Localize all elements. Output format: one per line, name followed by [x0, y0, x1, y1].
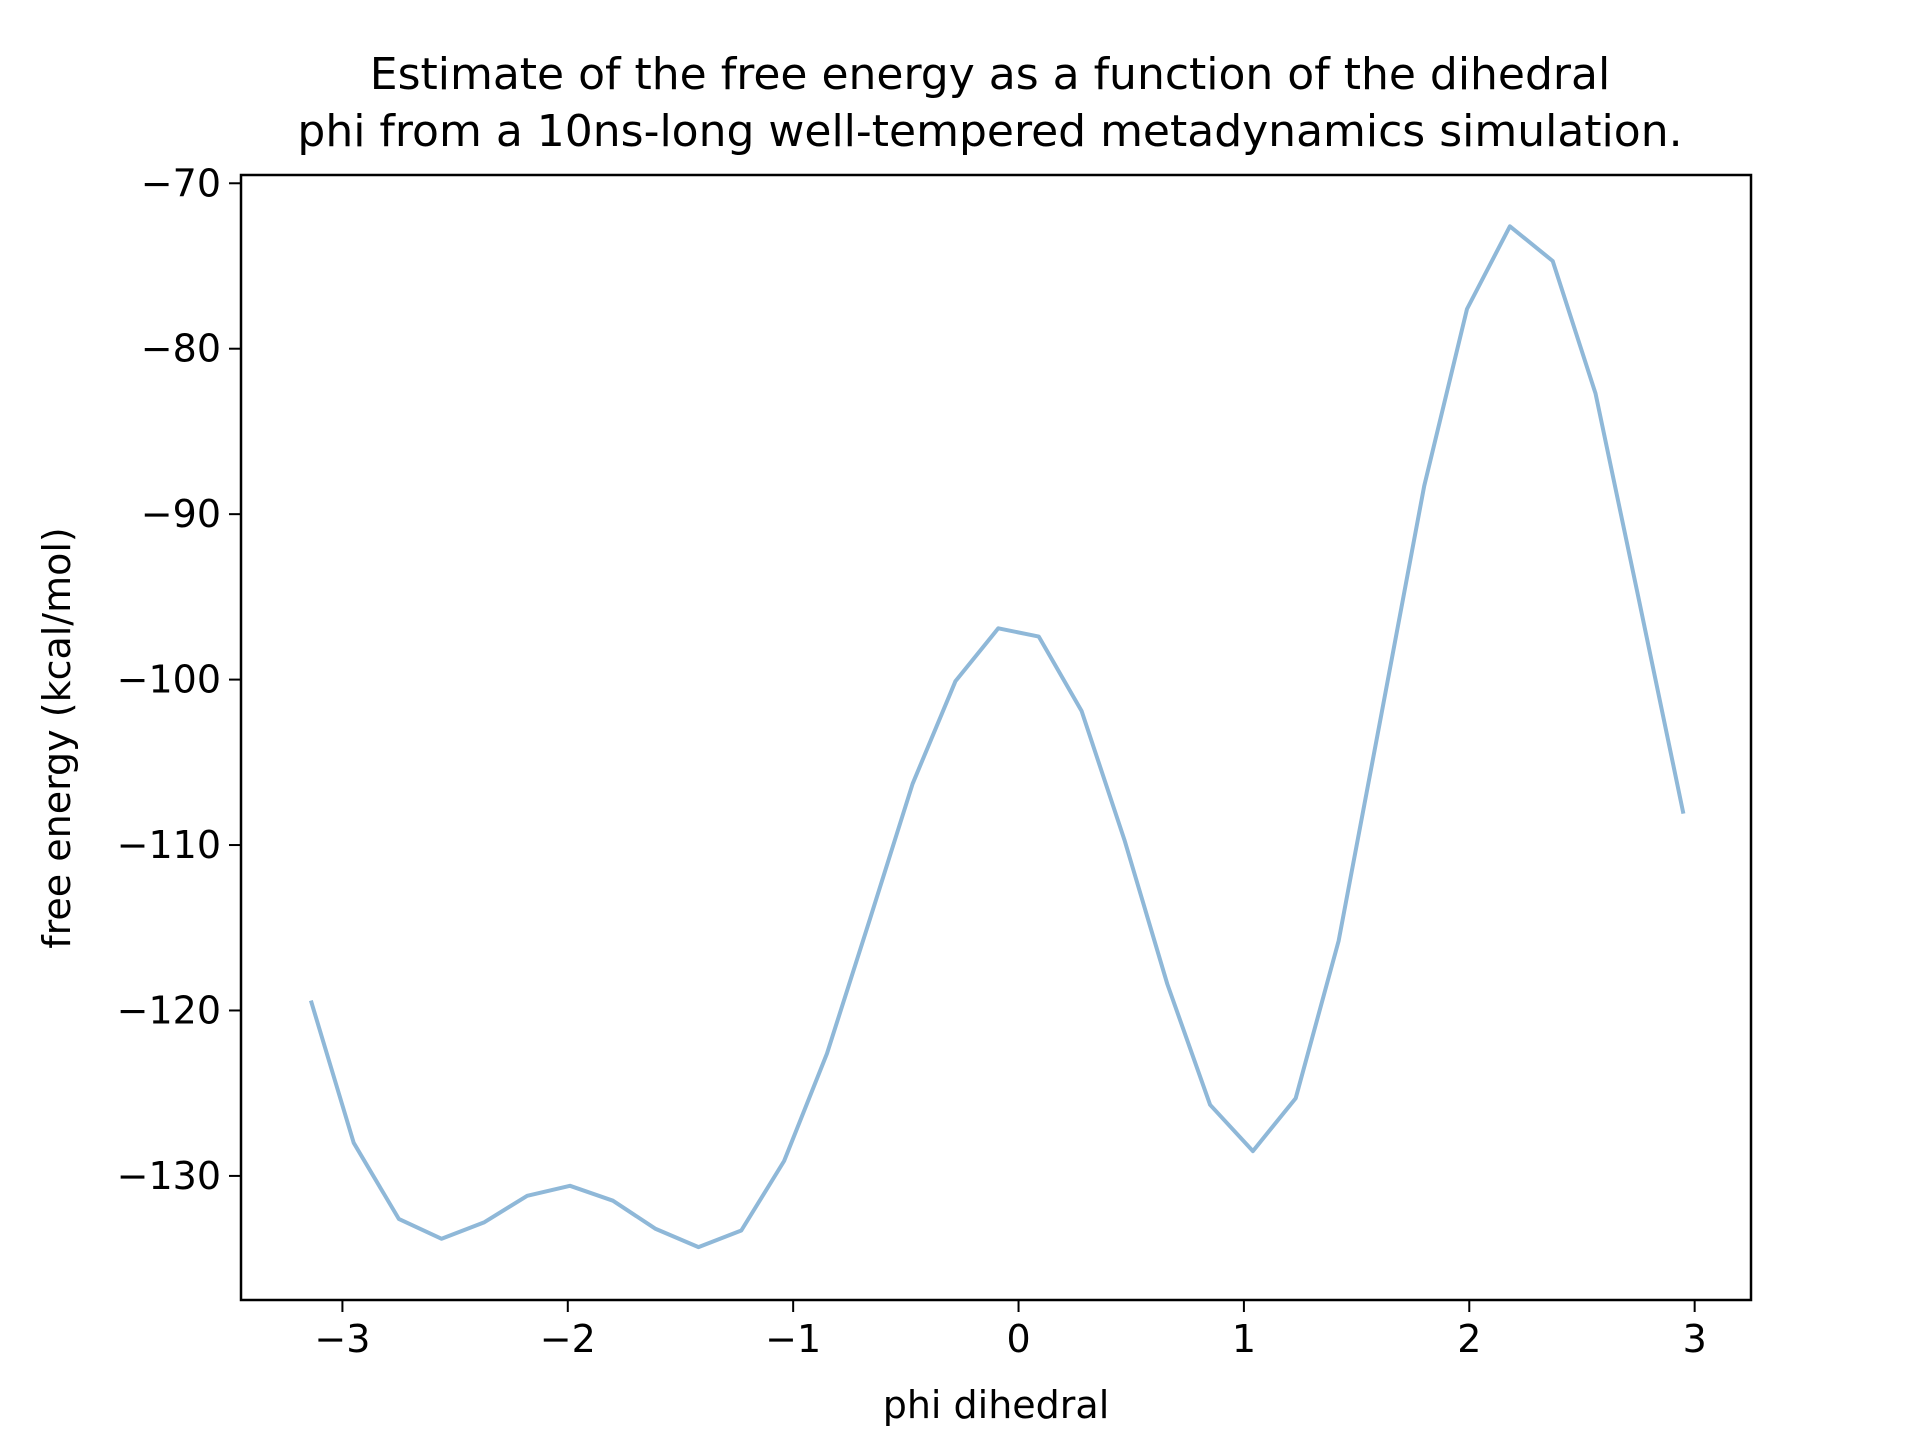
- x-axis: −3 −2 −1 0 1 2 3: [314, 1300, 1707, 1361]
- plot-area: [308, 224, 1686, 1250]
- chart-title-line-1: Estimate of the free energy as a functio…: [370, 49, 1610, 100]
- chart-title-line-2: phi from a 10ns-long well-tempered metad…: [297, 106, 1682, 157]
- y-tick-label: −80: [141, 327, 221, 371]
- x-tick-label: 1: [1232, 1317, 1256, 1361]
- x-tick-label: 0: [1006, 1317, 1030, 1361]
- y-axis: −130 −120 −110 −100 −90 −80 −70: [117, 161, 241, 1198]
- axes-frame: [239, 173, 1753, 1302]
- series-line-0: [308, 224, 1686, 1250]
- x-tick-label: 3: [1683, 1317, 1707, 1361]
- x-tick-label: −1: [765, 1317, 821, 1361]
- x-axis-label: phi dihedral: [883, 1383, 1110, 1427]
- y-tick-label: −130: [117, 1154, 221, 1198]
- y-tick-label: −110: [117, 823, 221, 867]
- x-tick-label: −3: [314, 1317, 370, 1361]
- y-tick-label: −120: [117, 988, 221, 1032]
- x-tick-label: 2: [1457, 1317, 1481, 1361]
- x-tick-label: −2: [540, 1317, 596, 1361]
- y-tick-label: −70: [141, 161, 221, 205]
- y-tick-label: −90: [141, 492, 221, 536]
- y-tick-label: −100: [117, 658, 221, 702]
- y-axis-label: free energy (kcal/mol): [35, 527, 79, 949]
